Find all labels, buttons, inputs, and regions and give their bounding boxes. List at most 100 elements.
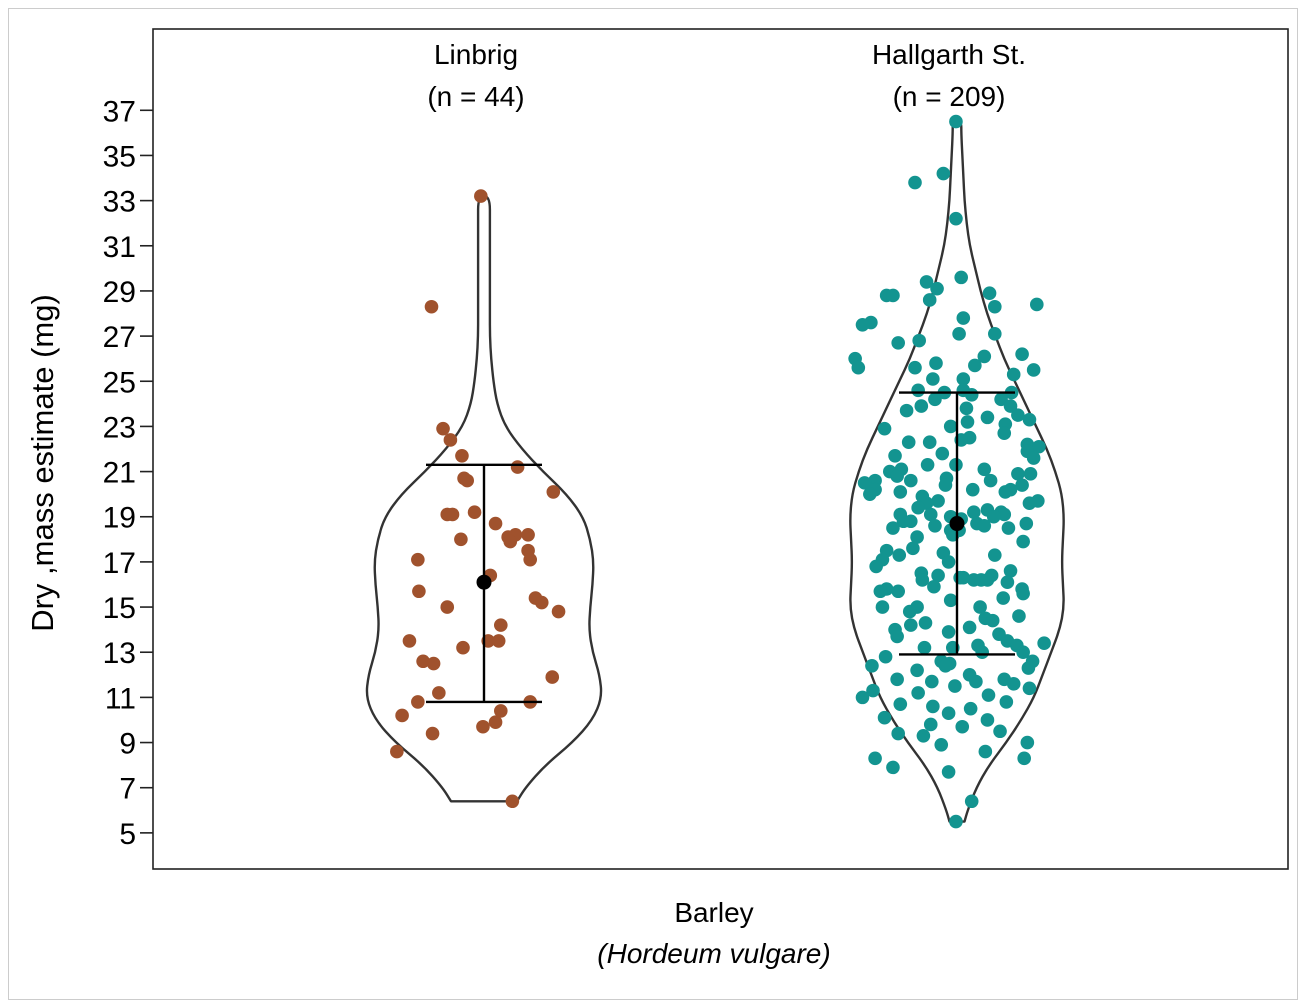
y-tick-label: 11 — [105, 682, 136, 715]
data-point — [877, 710, 892, 725]
data-point — [910, 530, 924, 544]
y-tick-label: 25 — [103, 366, 136, 399]
data-point — [505, 794, 520, 809]
group-n-label: (n = 209) — [893, 81, 1006, 112]
y-tick-label: 31 — [103, 231, 136, 264]
data-point — [426, 656, 441, 671]
data-point — [941, 555, 956, 569]
data-point — [925, 674, 939, 689]
data-point — [980, 713, 995, 727]
data-point — [999, 695, 1014, 709]
y-tick-label: 37 — [103, 95, 136, 128]
data-point — [873, 584, 888, 599]
data-point — [875, 600, 890, 614]
data-point — [923, 717, 938, 732]
data-point — [523, 552, 537, 567]
data-point — [956, 372, 971, 386]
y-tick-label: 23 — [103, 411, 136, 444]
data-point — [534, 595, 549, 610]
data-point — [922, 293, 937, 307]
data-point — [443, 433, 458, 447]
data-point — [460, 473, 475, 488]
data-point — [993, 724, 1007, 739]
data-point — [891, 584, 905, 599]
data-point — [911, 686, 925, 700]
data-point — [964, 794, 979, 809]
data-point — [488, 516, 503, 531]
data-point — [868, 751, 882, 766]
data-point — [1020, 735, 1035, 750]
data-point — [965, 482, 980, 497]
data-point — [978, 744, 993, 759]
data-point — [494, 618, 508, 632]
data-point — [969, 674, 983, 689]
data-point — [915, 573, 930, 587]
data-point — [956, 570, 971, 585]
data-point — [929, 356, 943, 370]
data-point — [941, 625, 956, 639]
group-n-label: (n = 44) — [427, 81, 524, 112]
data-point — [948, 679, 962, 693]
data-point — [941, 706, 956, 720]
data-point — [931, 568, 945, 583]
data-point — [980, 410, 995, 425]
y-tick-label: 19 — [103, 502, 136, 535]
data-point — [906, 541, 920, 556]
data-point — [1022, 681, 1037, 696]
data-point — [886, 760, 900, 775]
data-point — [886, 288, 900, 303]
data-point — [1006, 677, 1021, 691]
data-point — [1012, 609, 1026, 623]
y-axis-title: Dry ,mass estimate (mg) — [25, 294, 60, 632]
data-point — [914, 399, 929, 413]
data-point — [416, 654, 430, 669]
data-point — [521, 528, 535, 542]
data-point — [491, 634, 506, 648]
data-point — [901, 435, 916, 450]
y-tick-label: 9 — [119, 728, 136, 761]
y-tick-label: 33 — [103, 186, 136, 219]
data-point — [445, 507, 460, 522]
data-point — [996, 591, 1010, 605]
data-point — [893, 485, 908, 499]
data-point — [869, 559, 883, 574]
data-point — [425, 726, 440, 741]
plot-frame — [152, 28, 1289, 870]
data-point — [454, 532, 468, 547]
data-point — [411, 695, 425, 709]
data-point — [904, 473, 918, 488]
violin-outline — [365, 194, 603, 803]
data-point — [962, 620, 977, 635]
data-point — [411, 552, 425, 567]
data-point — [955, 719, 970, 734]
mean-marker — [949, 516, 965, 532]
data-point — [891, 726, 905, 741]
data-point — [931, 494, 945, 508]
data-point — [455, 448, 469, 463]
data-point — [886, 521, 900, 535]
data-point — [432, 686, 446, 700]
violin-groups: Linbrig (n = 44) Hallgarth St. (n = 209) — [365, 39, 1065, 829]
data-point — [476, 719, 490, 734]
data-point — [1015, 347, 1029, 361]
data-point — [1016, 645, 1030, 660]
data-point — [904, 618, 918, 632]
data-point — [890, 672, 904, 687]
group-linbrig: Linbrig (n = 44) — [365, 39, 603, 809]
data-point — [402, 634, 417, 648]
data-point — [997, 426, 1012, 440]
data-point — [949, 814, 963, 829]
data-point — [888, 448, 902, 463]
data-point — [412, 584, 426, 599]
data-point — [1001, 521, 1016, 535]
data-point — [977, 518, 992, 533]
data-point — [863, 487, 877, 501]
data-point — [922, 435, 937, 450]
data-point — [855, 690, 870, 705]
data-point — [899, 403, 914, 418]
data-point — [866, 683, 880, 698]
data-point — [968, 358, 982, 373]
data-point — [878, 649, 893, 664]
data-point — [977, 349, 992, 364]
data-point — [551, 604, 566, 619]
